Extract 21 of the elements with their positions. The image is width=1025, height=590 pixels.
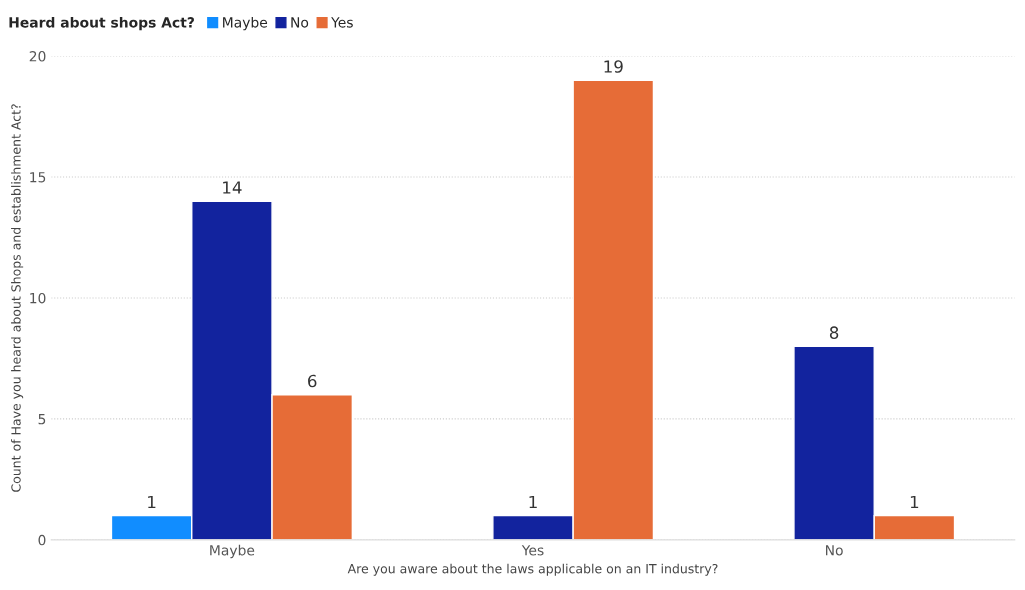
y-tick-label: 15	[30, 172, 46, 183]
x-tick-label: Maybe	[210, 544, 255, 559]
x-tick-label: Yes	[521, 545, 544, 556]
y-tick-label: 0	[38, 534, 46, 546]
data-label: 6	[308, 374, 317, 388]
data-label: 1	[910, 495, 919, 509]
data-label: 19	[604, 60, 623, 73]
data-label: 8	[829, 326, 839, 339]
legend-label: No	[291, 17, 309, 28]
x-axis-title: Are you aware about the laws applicable on an IT industry?	[347, 563, 718, 576]
legend-label: Maybe	[223, 16, 268, 31]
y-tick-label: 20	[29, 51, 46, 62]
legend-label: Yes	[331, 17, 353, 28]
data-label: 14	[223, 181, 242, 194]
legend-title: Heard about shops Act?	[9, 16, 194, 31]
y-tick-label: 5	[38, 414, 46, 425]
data-label: 1	[148, 495, 156, 509]
data-label: 1	[529, 495, 537, 509]
x-tick-label: No	[826, 545, 843, 556]
y-axis-title: Count of Have you heard about Shops and establishment Act?	[11, 104, 24, 492]
y-tick-label: 10	[30, 292, 46, 304]
